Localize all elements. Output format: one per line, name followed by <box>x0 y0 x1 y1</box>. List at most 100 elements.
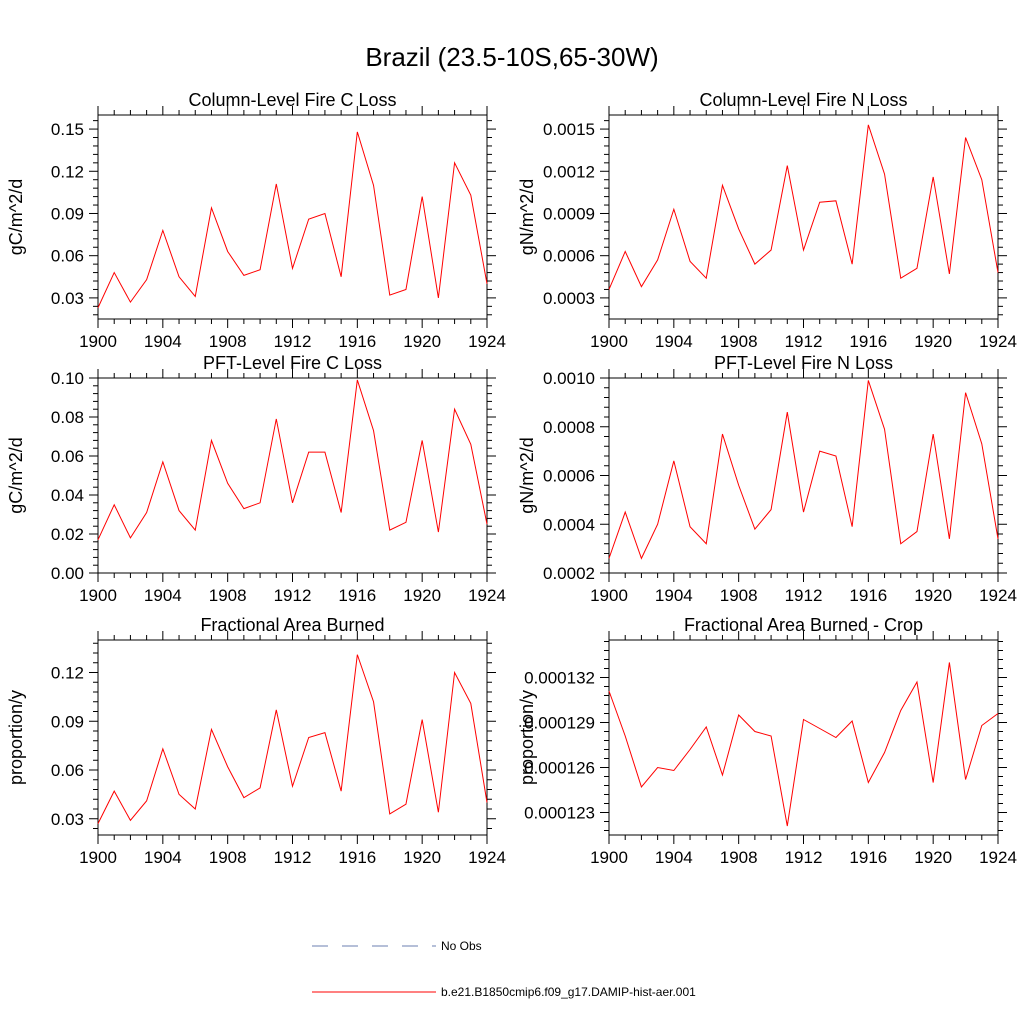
y-axis-label: gC/m^2/d <box>6 437 26 513</box>
x-tick-label: 1924 <box>979 848 1017 867</box>
x-tick-label: 1900 <box>590 586 628 605</box>
panel-6: Fractional Area Burned - Crop proportion/… <box>517 615 1017 867</box>
x-tick-label: 1916 <box>849 848 887 867</box>
x-tick-label: 1904 <box>655 586 693 605</box>
y-tick-label: 0.0002 <box>543 564 595 583</box>
x-tick-label: 1924 <box>468 332 506 351</box>
y-tick-label: 0.04 <box>51 486 84 505</box>
y-tick-label: 0.03 <box>51 289 84 308</box>
y-tick-label: 0.000123 <box>524 804 595 823</box>
y-tick-label: 0.06 <box>51 247 84 266</box>
x-tick-label: 1916 <box>849 332 887 351</box>
y-tick-label: 0.03 <box>51 810 84 829</box>
x-tick-label: 1908 <box>720 586 758 605</box>
y-axis-label: proportion/y <box>517 690 537 785</box>
series-line <box>608 662 999 827</box>
series-line <box>608 380 999 560</box>
y-tick-label: 0.000132 <box>524 669 595 688</box>
plot-frame <box>97 114 488 320</box>
panel-title: PFT-Level Fire N Loss <box>714 353 893 373</box>
x-tick-label: 1924 <box>979 586 1017 605</box>
x-tick-label: 1904 <box>655 332 693 351</box>
x-tick-label: 1924 <box>468 848 506 867</box>
x-tick-label: 1916 <box>338 586 376 605</box>
y-tick-label: 0.02 <box>51 525 84 544</box>
x-tick-label: 1908 <box>720 332 758 351</box>
y-tick-label: 0.09 <box>51 712 84 731</box>
y-tick-label: 0.0003 <box>543 289 595 308</box>
x-tick-label: 1912 <box>274 332 312 351</box>
x-tick-label: 1912 <box>274 848 312 867</box>
x-tick-label: 1904 <box>144 586 182 605</box>
y-tick-label: 0.0012 <box>543 162 595 181</box>
panel-4: PFT-Level Fire N Loss gN/m^2/d 1900 1904 190… <box>517 353 1017 605</box>
y-tick-label: 0.000129 <box>524 714 595 733</box>
y-tick-label: 0.0008 <box>543 418 595 437</box>
x-tick-label: 1916 <box>338 332 376 351</box>
panels: Column-Level Fire C Loss gC/m^2/d 1900 1904… <box>6 90 1017 867</box>
x-tick-label: 1920 <box>914 848 952 867</box>
x-tick-label: 1916 <box>849 586 887 605</box>
x-tick-label: 1904 <box>144 848 182 867</box>
y-tick-label: 0.10 <box>51 369 84 388</box>
plot-frame <box>97 639 488 836</box>
y-axis-label: gN/m^2/d <box>517 179 537 255</box>
legend-item: b.e21.B1850cmip6.f09_g17.DAMIP-hist-aer.… <box>312 985 696 999</box>
legend-label: No Obs <box>441 939 482 953</box>
x-tick-label: 1920 <box>403 332 441 351</box>
y-tick-label: 0.08 <box>51 408 84 427</box>
series-line <box>608 124 999 290</box>
legend-label: b.e21.B1850cmip6.f09_g17.DAMIP-hist-aer.… <box>441 985 696 999</box>
y-tick-label: 0.15 <box>51 120 84 139</box>
x-tick-label: 1920 <box>914 332 952 351</box>
y-tick-label: 0.0006 <box>543 467 595 486</box>
x-tick-label: 1908 <box>720 848 758 867</box>
panel-1: Column-Level Fire C Loss gC/m^2/d 1900 1904… <box>6 90 506 351</box>
panel-title: PFT-Level Fire C Loss <box>203 353 382 373</box>
x-tick-label: 1900 <box>79 586 117 605</box>
y-axis-label: gN/m^2/d <box>517 437 537 513</box>
y-tick-label: 0.06 <box>51 447 84 466</box>
x-tick-label: 1908 <box>209 586 247 605</box>
y-axis-label: gC/m^2/d <box>6 179 26 255</box>
x-tick-label: 1920 <box>914 586 952 605</box>
y-tick-label: 0.00 <box>51 564 84 583</box>
panel-title: Column-Level Fire C Loss <box>188 90 396 110</box>
x-tick-label: 1912 <box>274 586 312 605</box>
panel-title: Fractional Area Burned <box>200 615 384 635</box>
series-line <box>97 379 488 541</box>
y-tick-label: 0.0015 <box>543 120 595 139</box>
panel-3: PFT-Level Fire C Loss gC/m^2/d 1900 1904 190… <box>6 353 506 605</box>
y-tick-label: 0.12 <box>51 664 84 683</box>
x-tick-label: 1900 <box>590 332 628 351</box>
y-tick-label: 0.0006 <box>543 247 595 266</box>
x-tick-label: 1900 <box>590 848 628 867</box>
panel-title: Column-Level Fire N Loss <box>699 90 907 110</box>
legend-item: No Obs <box>312 939 482 953</box>
x-tick-label: 1904 <box>144 332 182 351</box>
y-tick-label: 0.0009 <box>543 204 595 223</box>
y-tick-label: 0.12 <box>51 162 84 181</box>
x-tick-label: 1900 <box>79 332 117 351</box>
x-tick-label: 1924 <box>979 332 1017 351</box>
series-line <box>97 654 488 824</box>
x-tick-label: 1924 <box>468 586 506 605</box>
y-axis-label: proportion/y <box>6 690 26 785</box>
x-tick-label: 1912 <box>785 848 823 867</box>
y-tick-label: 0.09 <box>51 204 84 223</box>
x-tick-label: 1912 <box>785 586 823 605</box>
x-tick-label: 1908 <box>209 332 247 351</box>
x-tick-label: 1920 <box>403 586 441 605</box>
panel-5: Fractional Area Burned proportion/y 1900 19… <box>6 615 506 867</box>
legend: No Obs b.e21.B1850cmip6.f09_g17.DAMIP-his… <box>312 939 696 999</box>
x-tick-label: 1920 <box>403 848 441 867</box>
y-tick-label: 0.0010 <box>543 369 595 388</box>
y-tick-label: 0.0004 <box>543 515 595 534</box>
y-tick-label: 0.06 <box>51 761 84 780</box>
x-tick-label: 1900 <box>79 848 117 867</box>
panel-title: Fractional Area Burned - Crop <box>684 615 923 635</box>
panel-2: Column-Level Fire N Loss gN/m^2/d 1900 1904… <box>517 90 1017 351</box>
x-tick-label: 1916 <box>338 848 376 867</box>
y-tick-label: 0.000126 <box>524 759 595 778</box>
